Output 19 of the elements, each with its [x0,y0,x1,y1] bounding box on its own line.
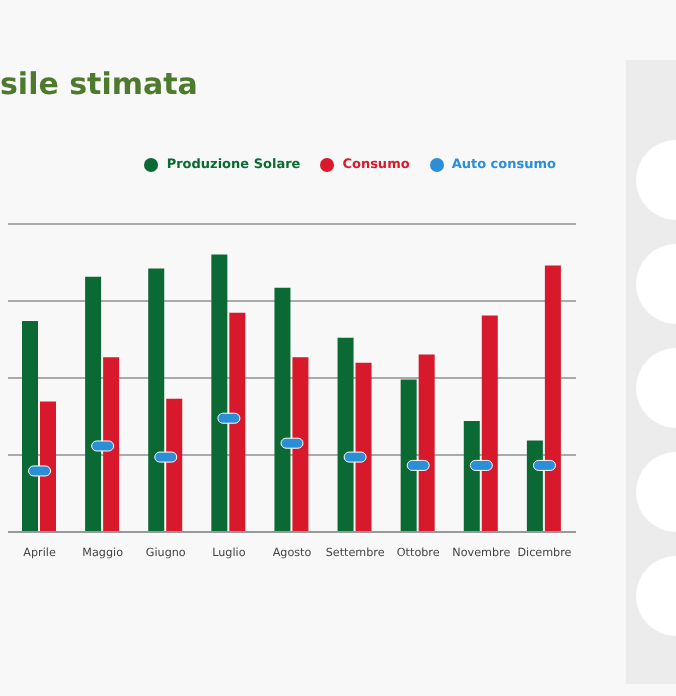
bar [418,354,435,532]
bar [148,268,165,532]
bar [544,265,561,532]
bar [40,401,56,532]
bar [22,321,38,532]
bar [103,357,120,532]
bar [85,276,102,532]
bar [229,312,246,532]
chart-title: sile stimata [0,66,198,102]
bar [463,421,480,532]
bar [274,287,291,532]
bar [526,440,543,532]
bar [292,357,309,532]
bar [166,398,183,532]
bar [337,337,354,532]
bar [355,362,372,532]
bar [211,254,228,532]
bar [400,379,417,532]
bar [481,315,498,532]
